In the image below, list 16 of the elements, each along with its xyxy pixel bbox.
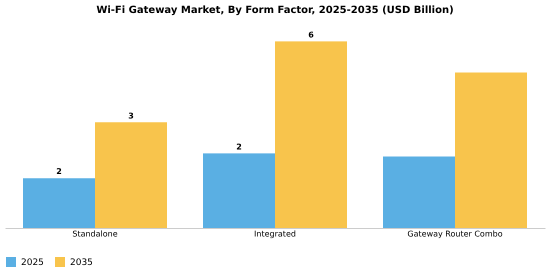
bar — [383, 156, 455, 228]
data-label: 6 — [308, 30, 314, 40]
chart-title: Wi-Fi Gateway Market, By Form Factor, 2025-2035 (USD Billion) — [96, 5, 454, 16]
bar — [95, 122, 167, 228]
x-tick-label: Gateway Router Combo — [407, 230, 503, 238]
bar — [275, 41, 347, 228]
bar — [23, 178, 95, 228]
data-label: 2 — [56, 167, 62, 176]
legend-label: 2025 — [21, 258, 44, 268]
bar — [455, 72, 527, 228]
x-tick-label: Standalone — [72, 230, 118, 238]
data-label: 2 — [236, 142, 242, 152]
legend-label: 2035 — [70, 258, 93, 268]
bar — [203, 153, 275, 228]
x-tick-label: Integrated — [254, 230, 296, 238]
data-label: 3 — [128, 111, 134, 120]
